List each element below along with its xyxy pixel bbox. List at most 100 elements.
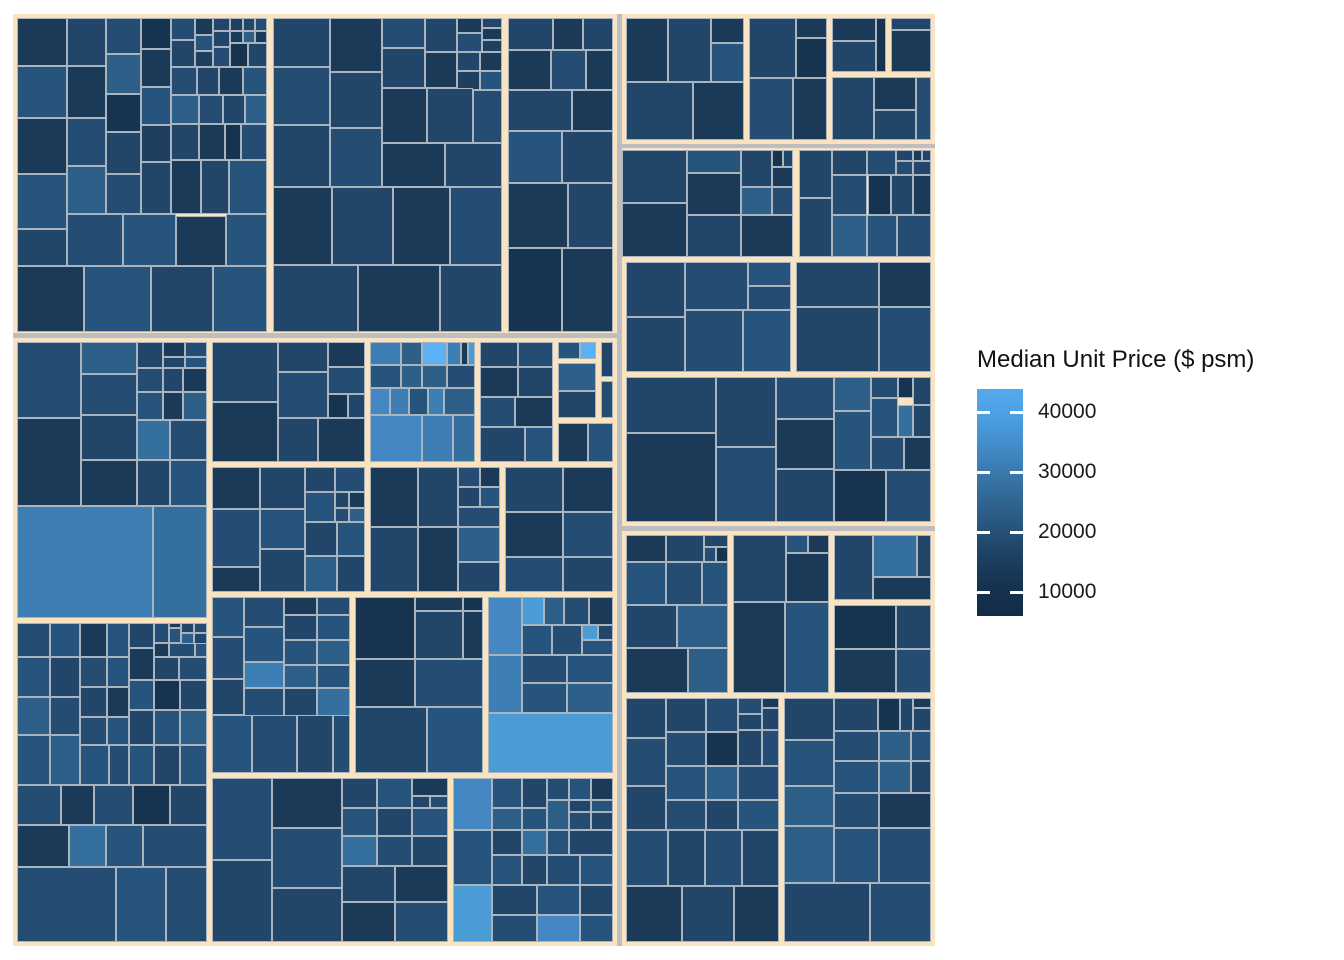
treemap-tile xyxy=(272,828,342,888)
treemap-tile xyxy=(229,160,267,214)
treemap-tile xyxy=(834,411,871,470)
treemap-tile xyxy=(382,88,427,143)
treemap-tile xyxy=(141,125,171,162)
treemap-tile xyxy=(428,388,444,415)
treemap-tile xyxy=(151,266,213,332)
treemap-tile xyxy=(522,655,567,683)
treemap-tile xyxy=(480,487,500,507)
treemap-tile xyxy=(871,437,904,470)
treemap-tile xyxy=(626,82,693,140)
treemap-tile xyxy=(749,18,796,78)
treemap-tile xyxy=(786,535,808,553)
treemap-tile xyxy=(687,150,741,173)
treemap-tile xyxy=(492,915,537,942)
treemap-tile xyxy=(904,437,931,470)
treemap-tile xyxy=(868,175,891,215)
treemap-tile xyxy=(377,778,412,808)
treemap-tile xyxy=(569,778,591,800)
treemap-tile xyxy=(913,175,931,215)
treemap-tile xyxy=(480,427,525,462)
treemap-tile xyxy=(626,562,666,605)
treemap-tile xyxy=(272,888,342,942)
treemap-tile xyxy=(17,825,69,867)
treemap-tile xyxy=(80,657,107,687)
treemap-tile xyxy=(834,698,878,731)
treemap-tile xyxy=(273,67,330,125)
treemap-tile xyxy=(834,535,873,600)
treemap-tile xyxy=(879,828,931,883)
treemap-tile xyxy=(742,830,779,886)
treemap-tile xyxy=(480,342,518,367)
treemap-tile xyxy=(591,778,613,800)
treemap-tile xyxy=(50,735,80,785)
treemap-tile xyxy=(342,836,377,866)
treemap-tile xyxy=(808,535,829,553)
treemap-tile xyxy=(896,605,931,649)
treemap-tile xyxy=(733,602,785,693)
treemap-tile xyxy=(212,860,272,942)
treemap-tile xyxy=(284,597,317,615)
treemap-tile xyxy=(626,605,677,648)
treemap-tile xyxy=(213,47,230,67)
treemap-tile xyxy=(418,467,458,527)
treemap-tile xyxy=(917,535,931,577)
treemap-tile xyxy=(896,150,913,161)
treemap-tile xyxy=(305,492,335,522)
treemap-tile xyxy=(317,615,350,640)
treemap-tile xyxy=(284,665,317,688)
treemap-tile xyxy=(395,866,448,902)
treemap-tile xyxy=(382,18,425,48)
treemap-tile xyxy=(17,867,116,942)
treemap-tile xyxy=(213,31,230,47)
treemap-tile xyxy=(738,800,779,830)
treemap-tile xyxy=(106,132,141,174)
legend-tick-label: 30000 xyxy=(1038,460,1097,483)
treemap-tile xyxy=(129,745,154,785)
treemap-tile xyxy=(50,657,80,697)
treemap-tile xyxy=(913,161,931,175)
treemap-tile xyxy=(260,549,305,592)
treemap-tile xyxy=(94,785,133,825)
treemap-tile xyxy=(337,522,365,556)
treemap-tile xyxy=(522,808,547,830)
treemap-tile xyxy=(562,248,613,332)
treemap-tile xyxy=(199,95,223,124)
treemap-tile xyxy=(17,735,50,785)
treemap-tile xyxy=(17,118,67,174)
treemap-tile xyxy=(666,698,706,732)
treemap-tile xyxy=(891,30,931,72)
treemap-tile xyxy=(522,625,552,655)
treemap-tile xyxy=(440,265,502,332)
treemap-tile xyxy=(171,124,199,160)
treemap-tile xyxy=(558,363,596,391)
treemap-tile xyxy=(784,740,834,786)
treemap-tile xyxy=(17,785,61,825)
treemap-tile xyxy=(284,615,317,640)
treemap-tile xyxy=(553,18,583,50)
treemap-tile xyxy=(153,506,207,618)
treemap-tile xyxy=(317,688,350,716)
treemap-tile xyxy=(212,679,244,715)
treemap-tile xyxy=(563,467,613,512)
treemap-tile xyxy=(342,778,377,808)
legend-tick-mark xyxy=(1010,471,1023,474)
treemap-tile xyxy=(106,54,141,94)
treemap-tile xyxy=(458,562,500,592)
treemap-tile xyxy=(666,800,706,830)
treemap-tile xyxy=(284,640,317,665)
treemap-tile xyxy=(911,731,931,761)
treemap-tile xyxy=(873,535,917,577)
legend-tick-label: 20000 xyxy=(1038,520,1097,543)
treemap-tile xyxy=(563,512,613,557)
treemap-tile xyxy=(525,427,553,462)
treemap-tile xyxy=(427,88,473,143)
treemap-tile xyxy=(415,659,483,707)
treemap-tile xyxy=(129,623,154,648)
treemap-tile xyxy=(626,317,685,372)
treemap-tile xyxy=(480,367,518,397)
treemap-tile xyxy=(458,467,480,487)
treemap-tile xyxy=(318,418,365,462)
treemap-tile xyxy=(81,342,137,374)
treemap-tile xyxy=(776,419,834,469)
treemap-tile xyxy=(547,830,569,855)
